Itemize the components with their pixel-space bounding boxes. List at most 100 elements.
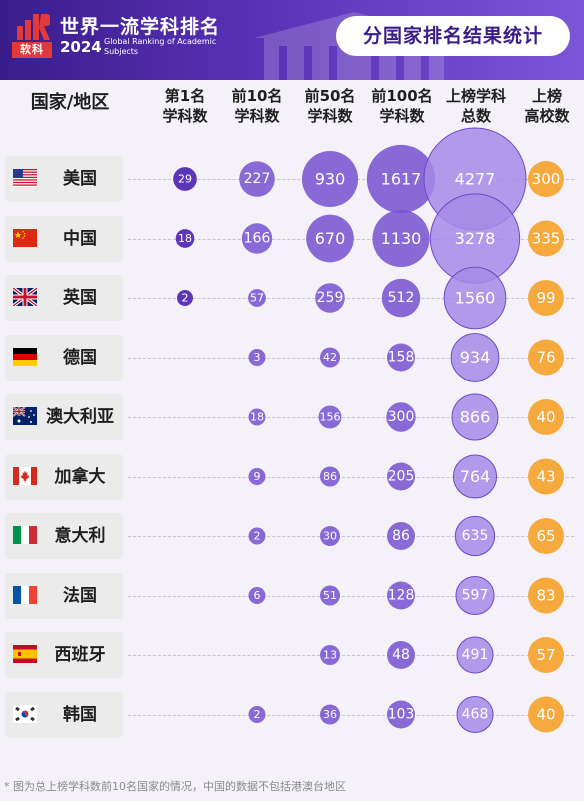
country-name: 西班牙 [54,645,106,665]
us-flag-icon [13,169,37,187]
row-guide-line [128,536,574,537]
bubble-top10-label: 6 [254,589,261,602]
bubble-universities: 40 [528,399,564,435]
bubble-top10-circle [239,161,275,197]
bubble-top100-label: 1617 [381,170,422,189]
bubble-top100-label: 128 [388,588,415,604]
bubble-universities-circle [528,280,564,316]
bubble-top50-circle [315,283,345,313]
country-name: 中国 [63,228,97,249]
country-name: 加拿大 [54,466,106,487]
row-guide-line [128,655,574,656]
bubble-listed: 934 [450,333,500,382]
bubble-listed: 1560 [443,266,507,330]
bubble-universities-circle [528,577,564,614]
bubble-top10-label: 3 [254,351,261,364]
bubble-universities-circle [528,399,564,435]
bubble-universities: 300 [528,161,564,197]
bubble-top50-circle [320,704,340,725]
footnote: * 图为总上榜学科数前10名国家的情况，中国的数据不包括港澳台地区 [4,780,346,793]
bubble-listed: 635 [454,515,496,557]
column-header-first: 第1名 学科数 [162,87,208,125]
column-header-country: 国家/地区 [30,92,110,113]
row-guide-line [128,714,574,716]
bubble-universities: 76 [528,339,564,376]
column-header-universities: 上榜 高校数 [524,87,570,125]
bubble-top10-label: 57 [250,292,264,305]
bubble-top10-label: 166 [244,231,271,247]
bubble-top50: 259 [315,283,345,313]
bubble-listed: 468 [456,696,494,733]
bubble-top100-circle [387,700,415,729]
bubble-top100-circle [387,522,415,550]
ca-flag-icon [13,466,37,485]
brand-year: 2024 [60,38,102,56]
bubble-top50-label: 42 [323,351,337,364]
bubble-top100-circle [381,278,421,318]
bubble-top50: 930 [301,150,359,208]
bubble-top10: 57 [248,289,266,307]
bubble-top10-circle [241,223,273,254]
bubble-listed-label: 764 [460,467,491,486]
bubble-top100: 48 [387,641,415,669]
bubble-universities: 99 [528,280,564,316]
bubble-top100-label: 300 [388,409,415,425]
bubble-top10-circle [248,587,266,604]
bubble-top50: 30 [320,526,340,546]
bubble-top100: 103 [387,700,415,729]
bubble-top10: 3 [248,349,266,366]
bubble-top100-label: 86 [392,528,410,544]
bubble-first: 2 [177,290,193,306]
bubble-top10: 18 [248,408,266,426]
bubble-top10: 2 [248,527,266,545]
row-guide-line [128,595,574,597]
bubble-top50-circle [320,585,340,606]
bubble-universities: 40 [528,696,564,733]
country-label: 美国 [5,156,123,202]
bubble-top100-circle [387,343,415,372]
bubble-universities-circle [528,518,564,554]
bubble-universities-circle [528,339,564,376]
country-name: 英国 [63,288,97,308]
bubble-top50-circle [320,347,340,368]
bubble-listed-circle [450,333,500,382]
bubble-listed-label: 1560 [455,289,496,308]
bubble-listed-circle [454,515,496,557]
logo-bars-icon [17,14,50,40]
bubble-top10: 227 [239,161,275,197]
row-guide-line [128,476,574,478]
bubble-top10: 9 [248,468,266,485]
bubble-listed-circle [451,393,499,441]
country-label: 西班牙 [5,632,123,678]
bubble-universities-circle [528,458,564,495]
country-label: 德国 [5,334,123,381]
bubble-top100: 300 [386,402,416,432]
bubble-listed-circle [455,575,495,616]
brand-subtitle: Global Ranking of Academic Subjects [104,37,217,56]
bubble-top10-circle [248,706,266,723]
bubble-universities-circle [528,161,564,197]
bubble-top50-label: 259 [317,290,344,306]
column-header-top50: 前50名 学科数 [304,87,356,125]
bubble-top50: 86 [320,466,340,487]
bubble-top50-circle [301,150,359,208]
bubble-universities: 57 [528,637,564,673]
row-guide-line [128,357,574,359]
bubble-top50-label: 930 [315,170,346,189]
brand-title: 世界一流学科排名 [60,16,221,38]
bubble-universities-circle [528,220,564,257]
bubble-top100-label: 512 [388,290,415,306]
es-flag-icon [13,645,37,663]
page-title: 分国家排名结果统计 [336,16,570,56]
bubble-top100: 128 [387,581,415,610]
bubble-top100: 158 [387,343,415,372]
bubble-top10-label: 2 [254,708,261,721]
bubble-listed-circle [452,454,498,499]
bubble-top100: 205 [387,462,415,491]
bubble-universities: 43 [528,458,564,495]
bubble-top100-label: 103 [388,707,415,723]
row-guide-line [128,417,574,418]
bubble-first-circle [173,167,197,191]
bubble-top10: 2 [248,706,266,723]
bubble-listed-label: 597 [462,588,489,604]
